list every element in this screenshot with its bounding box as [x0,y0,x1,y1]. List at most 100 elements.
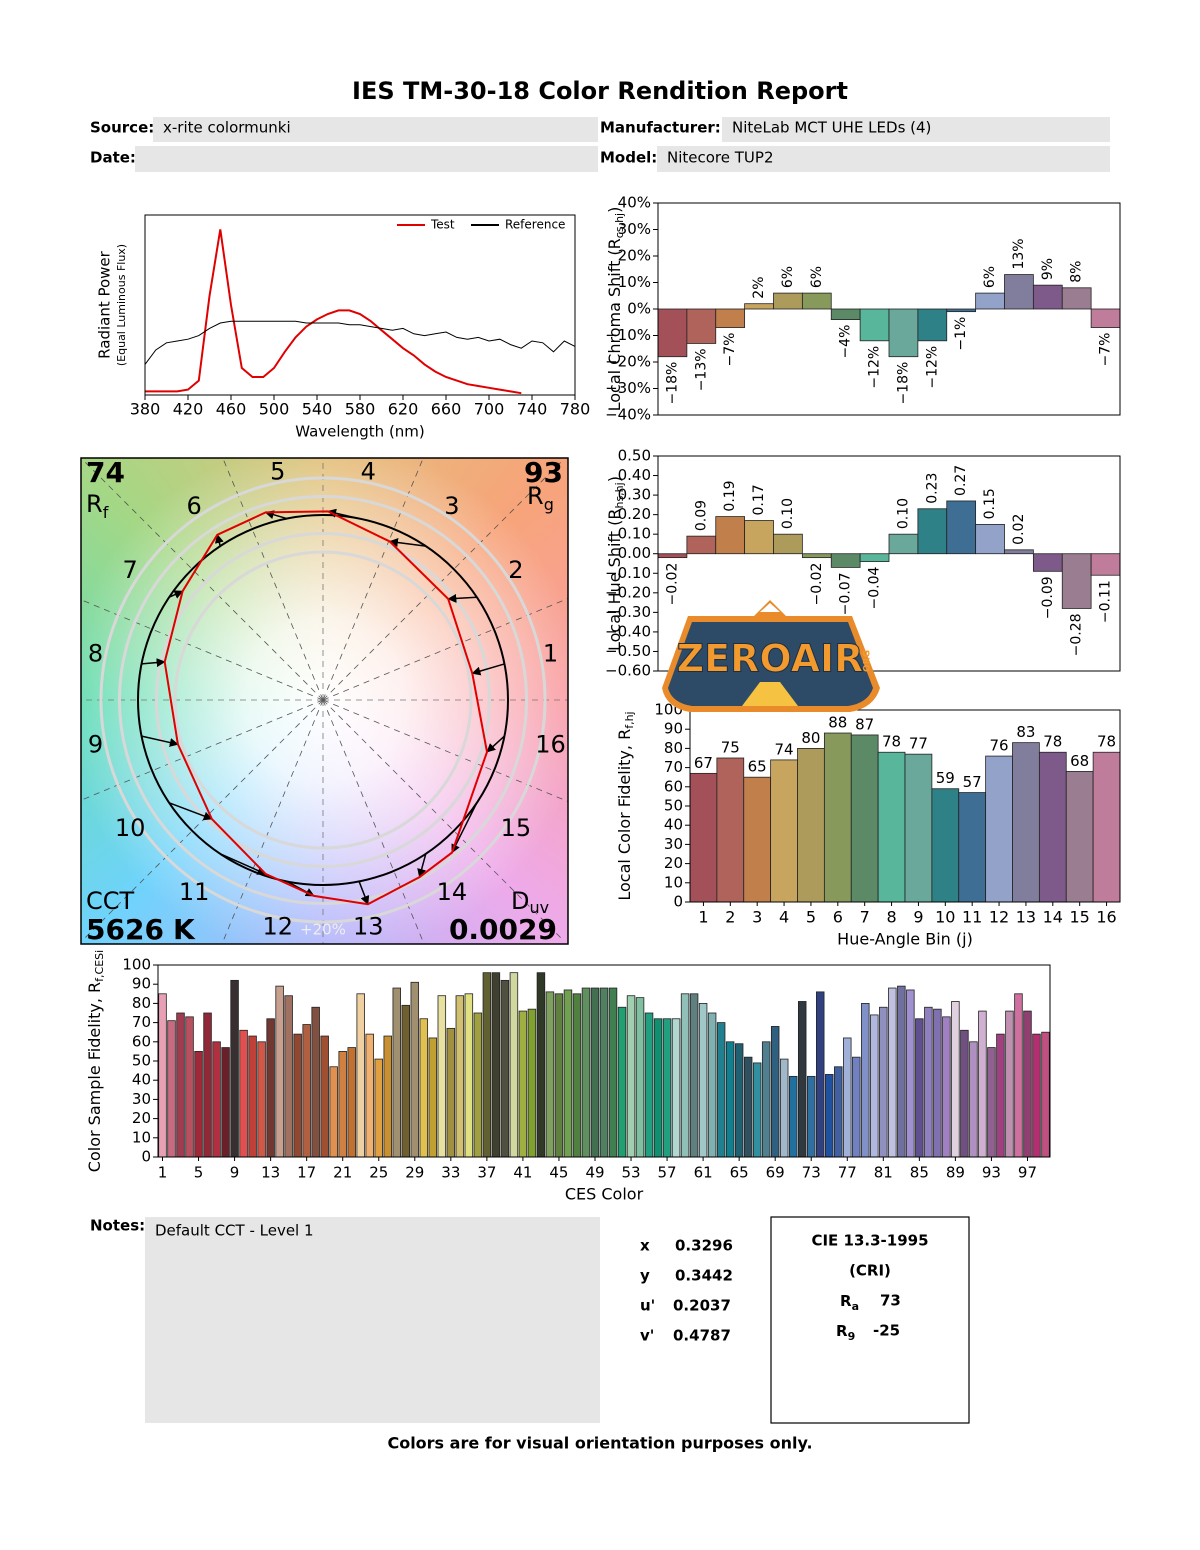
label-subscript: cs,hj [613,213,626,238]
rf-symbol: Rf [86,490,109,522]
bar [801,292,832,310]
bar [743,1056,753,1158]
y-tick-label: 60 [664,777,683,795]
bar [1092,751,1121,903]
bar [356,993,365,1158]
x-tick-label: 85 [910,1164,929,1182]
value-label: 6% [809,266,825,288]
bar [946,500,977,555]
bar [825,1074,834,1158]
shift-arrow [219,853,267,875]
bar [662,1018,672,1158]
bar [1061,553,1092,609]
bar [888,987,897,1158]
cri-title: CIE 13.3-1995 [811,1232,928,1250]
bar [626,995,636,1158]
y-tick-label: 0.20 [618,505,651,523]
y-tick-label: −40% [605,406,651,424]
label-text: Local Chroma Shift (R [605,238,624,411]
field-box [657,146,1110,172]
bar [716,1022,726,1158]
x-axis-label: Wavelength (nm) [295,423,425,441]
bar [221,1047,230,1158]
bar [1065,771,1094,903]
value-label: 9% [1040,258,1056,280]
chromaticity-label: x [640,1237,650,1255]
x-tick-label: 1 [158,1164,168,1182]
bar [879,1006,888,1158]
y-tick-label: 60 [132,1032,151,1050]
bar [194,1051,203,1158]
value-label: 6% [982,266,998,288]
x-tick-label: 660 [431,400,462,419]
value-label: −1% [953,317,969,351]
bar [401,1004,411,1158]
y-tick-label: 40% [618,194,651,212]
x-tick-label: 420 [173,400,204,419]
legend-label: Test [430,218,455,232]
label-text: Local Color Fidelity, R [615,729,634,901]
y-tick-label: 0% [627,300,651,318]
x-tick-label: 9 [230,1164,240,1182]
bar [338,1051,347,1158]
y-tick-label: 0.30 [618,486,651,504]
x-tick-label: 3 [752,908,762,927]
bar [985,755,1013,903]
bar [987,1047,996,1158]
bar [906,989,915,1158]
y-tick-label: −0.60 [605,662,651,680]
x-tick-label: 380 [130,400,161,419]
x-tick-label: 53 [621,1164,640,1182]
bar [861,1003,870,1158]
x-tick-label: 460 [216,400,247,419]
report-title: IES TM-30-18 Color Rendition Report [352,77,848,105]
chromaticity-label: y [640,1267,650,1285]
value-label: −18% [664,362,680,405]
field-box [153,117,598,142]
bar [1004,549,1034,555]
bar [788,1075,798,1158]
subscript: a [852,1300,859,1313]
bar [284,995,293,1158]
y-tick-label: 40 [664,816,683,834]
bar [744,520,774,555]
bar [834,1066,843,1158]
bar [904,753,933,903]
bar [942,1016,951,1158]
bar [761,1041,771,1158]
bar [554,993,564,1158]
bar [816,991,825,1158]
bar [248,1035,257,1158]
y-tick-label: 0 [673,893,683,911]
bin-boundary [322,699,425,944]
bar [859,553,890,562]
chromaticity-value: 0.3442 [675,1267,733,1285]
bar [302,1024,311,1158]
bin-label: 6 [186,492,201,520]
bar [1023,1010,1032,1158]
bar [797,1001,807,1158]
bar [698,1003,708,1158]
bin-label: 3 [444,492,459,520]
value-label: −0.02 [809,563,825,606]
symbol: R [527,482,544,510]
value-label: 0.17 [751,484,767,515]
x-tick-label: 740 [517,400,548,419]
bar [801,553,832,559]
x-tick-label: 73 [802,1164,821,1182]
shift-arrow [141,735,179,747]
bar [482,972,492,1158]
shift-arrow [486,735,505,753]
y-tick-label: 10 [132,1128,151,1146]
bin-boundary [322,458,424,701]
plot-frame [689,709,1121,903]
bar [850,734,879,903]
x-tick-label: 61 [694,1164,713,1182]
x-tick-label: 16 [1096,908,1116,927]
bin-label: 16 [535,730,566,758]
bar [1090,308,1121,328]
y-axis-label: Radiant Power [96,250,114,359]
bar [176,1012,185,1158]
x-tick-label: 57 [658,1164,677,1182]
badge-icon [752,600,788,618]
